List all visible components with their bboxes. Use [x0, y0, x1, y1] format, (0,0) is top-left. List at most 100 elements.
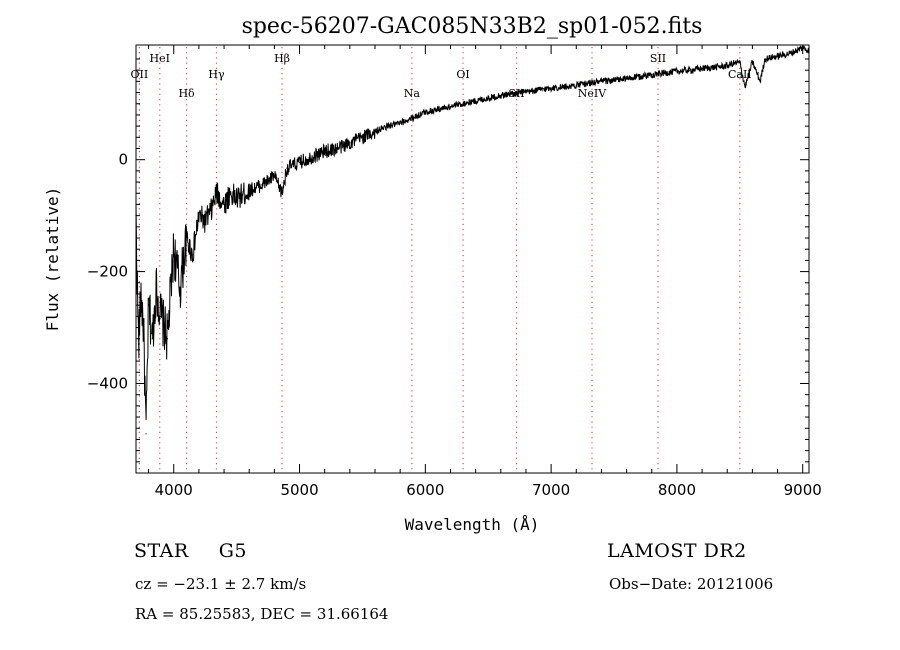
spectrum-point [462, 103, 464, 105]
object-subclass: G5 [218, 540, 247, 562]
line-marker-label: NeIV [578, 87, 607, 100]
line-marker-label: HeI [150, 52, 170, 65]
spectrum-point [185, 237, 187, 239]
spectrum-point [424, 111, 426, 113]
spectrum-point [140, 293, 142, 295]
line-marker-label: Hδ [178, 87, 195, 100]
spectrum-line [135, 45, 810, 421]
chart-title: spec-56207-GAC085N33B2_sp01-052.fits [242, 14, 703, 39]
spectrum-point [286, 167, 288, 169]
spectrum-point [147, 304, 150, 306]
spectrum-point [399, 122, 401, 124]
spectrum-point [412, 117, 414, 119]
observation-date: Obs−Date: 20121006 [609, 575, 774, 593]
spectrum-point [374, 131, 376, 133]
line-marker-label: CaII [728, 68, 752, 81]
x-tick-label: 8000 [658, 481, 696, 499]
spectrum-point [701, 67, 703, 70]
x-tick-label: 9000 [784, 481, 822, 499]
spectrum-point [512, 93, 514, 95]
line-markers [138, 47, 741, 472]
spectrum-point [324, 150, 326, 152]
spectrum-point [145, 433, 147, 435]
spectrum-point [789, 52, 791, 54]
spectrum-point [223, 203, 225, 206]
spectrum-point [179, 287, 181, 289]
spectrum-point [142, 326, 145, 329]
line-marker-label: Hγ [208, 68, 225, 81]
spectrum-point [759, 80, 761, 82]
spectrum-point [155, 287, 157, 289]
x-tick-label: 6000 [406, 481, 444, 499]
spectrum-point [563, 86, 565, 88]
spectrum-point [151, 338, 153, 340]
spectrum-point [173, 248, 175, 250]
spectrum-point [688, 69, 691, 71]
spectrum-point [236, 198, 238, 200]
line-marker-label: SII [508, 87, 524, 100]
spectrum-point [349, 142, 351, 144]
spectrum-point [487, 97, 489, 99]
spectrum-point [537, 89, 540, 91]
line-marker-label: SII [650, 52, 666, 65]
spectrum-point [437, 108, 439, 110]
spectrum-point [625, 77, 628, 80]
spectrum-point [261, 184, 263, 186]
plot-frame [135, 44, 810, 474]
spectrum-point [795, 49, 798, 52]
spectrum-point [500, 94, 502, 96]
y-tick-label: −400 [87, 374, 128, 392]
x-tick-label: 7000 [532, 481, 570, 499]
spectrum-point [336, 147, 338, 150]
object-class: STAR [134, 540, 189, 562]
spectrum-point [764, 58, 766, 60]
spectrum-point [273, 175, 275, 178]
spectrum-point [651, 74, 653, 76]
spectrum-point [311, 156, 313, 158]
spectrum-point [361, 136, 364, 138]
line-marker-label: Na [404, 87, 421, 100]
line-marker-label: OII [131, 68, 149, 81]
spectrum-point [166, 338, 169, 340]
x-tick-label: 5000 [280, 481, 318, 499]
spectrum-point [638, 76, 640, 78]
y-tick-label: 0 [118, 151, 128, 169]
line-marker-label: OI [456, 68, 469, 81]
spectrum-point [575, 84, 577, 86]
spectrum-point [676, 70, 678, 72]
survey-label: LAMOST DR2 [607, 540, 747, 562]
spectrum-point [204, 220, 206, 222]
spectrum-point [210, 209, 213, 211]
spectrum-point [229, 192, 231, 194]
spectrum-point [613, 79, 615, 81]
spectrum-point [449, 105, 452, 108]
spectrum-point [751, 61, 753, 63]
spectrum-point [588, 82, 590, 84]
spectrum-point [714, 66, 716, 68]
line-marker-label: Hβ [274, 52, 290, 65]
axes: 4000 5000 6000 7000 8000 9000 −400 −200 0 [87, 45, 822, 499]
y-tick-label: −200 [87, 263, 128, 281]
x-tick-label: 4000 [155, 481, 193, 499]
object-classification: STAR G5 [134, 540, 247, 562]
spectrum-point [137, 343, 140, 345]
y-axis-label: Flux (relative) [43, 187, 62, 332]
spectrum-point [739, 61, 741, 63]
spectrum-series [135, 45, 810, 435]
spectrum-point [248, 189, 250, 192]
coordinates: RA = 85.25583, DEC = 31.66164 [135, 605, 389, 623]
spectrum-point [550, 87, 552, 89]
spectrum-point [525, 91, 527, 94]
spectrum-point [198, 215, 200, 217]
spectrum-point [192, 254, 194, 256]
spectrum-point [732, 62, 735, 65]
redshift-velocity: cz = −23.1 ± 2.7 km/s [135, 575, 307, 593]
spectrum-point [298, 161, 301, 164]
spectrum-point [600, 80, 603, 82]
x-axis-label: Wavelength (Å) [405, 515, 540, 534]
spectrum-point [726, 65, 728, 67]
spectrum-point [475, 100, 477, 102]
spectrum-point [663, 72, 665, 74]
